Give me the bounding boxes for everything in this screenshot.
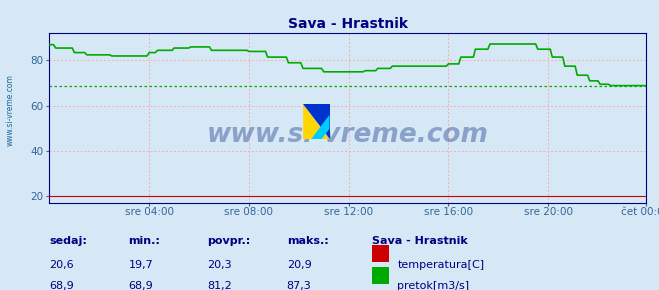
Text: 68,9: 68,9 <box>49 281 74 290</box>
Polygon shape <box>311 115 330 139</box>
Text: temperatura[C]: temperatura[C] <box>397 260 484 269</box>
Text: Sava - Hrastnik: Sava - Hrastnik <box>372 236 468 246</box>
Polygon shape <box>303 104 330 139</box>
Text: povpr.:: povpr.: <box>208 236 251 246</box>
Text: 81,2: 81,2 <box>208 281 233 290</box>
Text: maks.:: maks.: <box>287 236 328 246</box>
Text: www.si-vreme.com: www.si-vreme.com <box>207 122 488 148</box>
Polygon shape <box>303 104 330 139</box>
Text: www.si-vreme.com: www.si-vreme.com <box>5 74 14 146</box>
Text: 20,9: 20,9 <box>287 260 312 269</box>
Title: Sava - Hrastnik: Sava - Hrastnik <box>287 17 408 31</box>
Text: sedaj:: sedaj: <box>49 236 87 246</box>
Text: pretok[m3/s]: pretok[m3/s] <box>397 281 469 290</box>
Text: 20,6: 20,6 <box>49 260 74 269</box>
Text: min.:: min.: <box>129 236 160 246</box>
Text: 68,9: 68,9 <box>129 281 154 290</box>
Text: 20,3: 20,3 <box>208 260 232 269</box>
Text: 87,3: 87,3 <box>287 281 312 290</box>
Text: 19,7: 19,7 <box>129 260 154 269</box>
